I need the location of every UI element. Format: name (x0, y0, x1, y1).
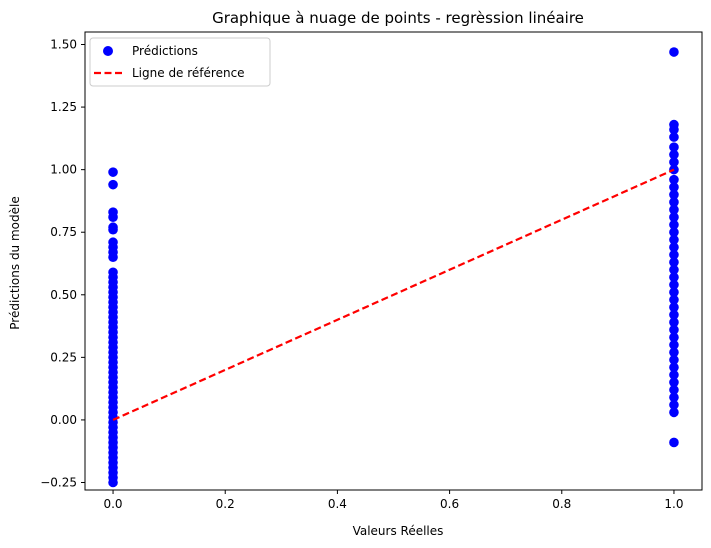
scatter-point (669, 142, 679, 152)
y-tick-label: 0.75 (50, 225, 77, 239)
y-tick-label: 0.25 (50, 350, 77, 364)
scatter-point (669, 437, 679, 448)
plot-frame (84, 31, 703, 491)
scatter-point (669, 385, 679, 395)
x-tick-label: 0.8 (552, 497, 571, 511)
scatter-point (669, 272, 679, 283)
x-tick-label: 0.2 (216, 497, 235, 511)
scatter-point (108, 477, 118, 488)
legend: Prédictions Ligne de référence (89, 37, 271, 87)
x-tick-label: 1.0 (664, 497, 683, 511)
scatter-point (669, 132, 679, 142)
scatter-point (669, 219, 679, 230)
scatter-point (669, 197, 679, 207)
chart-title: Graphique à nuage de points - regrèssion… (212, 9, 584, 27)
scatter-point (669, 264, 679, 275)
plot-area: 0.0 0.2 0.4 0.6 0.8 1.0 −0.25 0.00 0.25 0.50 0.75 1… (40, 31, 703, 511)
y-tick-label: −0.25 (40, 475, 77, 489)
y-tick-label: 0.50 (50, 288, 77, 302)
scatter-point (669, 249, 679, 260)
scatter-point (669, 149, 679, 160)
scatter-point (669, 212, 679, 223)
scatter-point (108, 179, 118, 190)
scatter-point (669, 392, 679, 403)
scatter-point (108, 224, 118, 235)
legend-label-reference: Ligne de référence (132, 66, 245, 80)
scatter-point (669, 347, 679, 358)
scatter-point (669, 302, 679, 313)
scatter-point (669, 124, 679, 135)
scatter-point (669, 370, 679, 380)
legend-box (89, 37, 271, 87)
scatter-point (669, 189, 679, 200)
y-axis-label: Prédictions du modèle (8, 196, 22, 329)
scatter-point (669, 400, 679, 410)
scatter-point (669, 47, 679, 57)
x-tick-label: 0.0 (103, 497, 122, 511)
reference-line (112, 168, 675, 421)
scatter-point (669, 287, 679, 298)
scatter-point (669, 340, 679, 350)
scatter-point (669, 294, 679, 305)
y-tick-label: 1.00 (50, 163, 77, 177)
scatter-point (669, 242, 679, 253)
scatter-point (669, 332, 679, 343)
scatter-point (669, 317, 679, 328)
scatter-point (669, 377, 679, 388)
scatter-point (108, 252, 118, 263)
legend-label-predictions: Prédictions (132, 44, 198, 58)
scatter-point (669, 234, 679, 245)
scatter-point (669, 227, 679, 238)
scatter-point (669, 279, 679, 290)
scatter-point (669, 174, 679, 185)
scatter-point (669, 310, 679, 320)
x-tick-label: 0.4 (328, 497, 347, 511)
y-tick-label: 1.25 (50, 100, 77, 114)
scatter-point (669, 182, 679, 192)
scatter-point (669, 157, 679, 167)
x-tick-label: 0.6 (440, 497, 459, 511)
scatter-point (108, 167, 118, 177)
scatter-point (669, 325, 679, 335)
scatter-point (669, 257, 679, 268)
y-tick-label: 0.00 (50, 413, 77, 427)
legend-scatter-marker (103, 46, 113, 56)
x-axis-label: Valeurs Réelles (353, 524, 444, 538)
scatter-point (669, 204, 679, 215)
scatter-point (108, 212, 118, 223)
scatter-point (669, 355, 679, 365)
scatter-point (669, 362, 679, 373)
scatter-point (669, 407, 679, 418)
y-tick-label: 1.50 (50, 38, 77, 52)
